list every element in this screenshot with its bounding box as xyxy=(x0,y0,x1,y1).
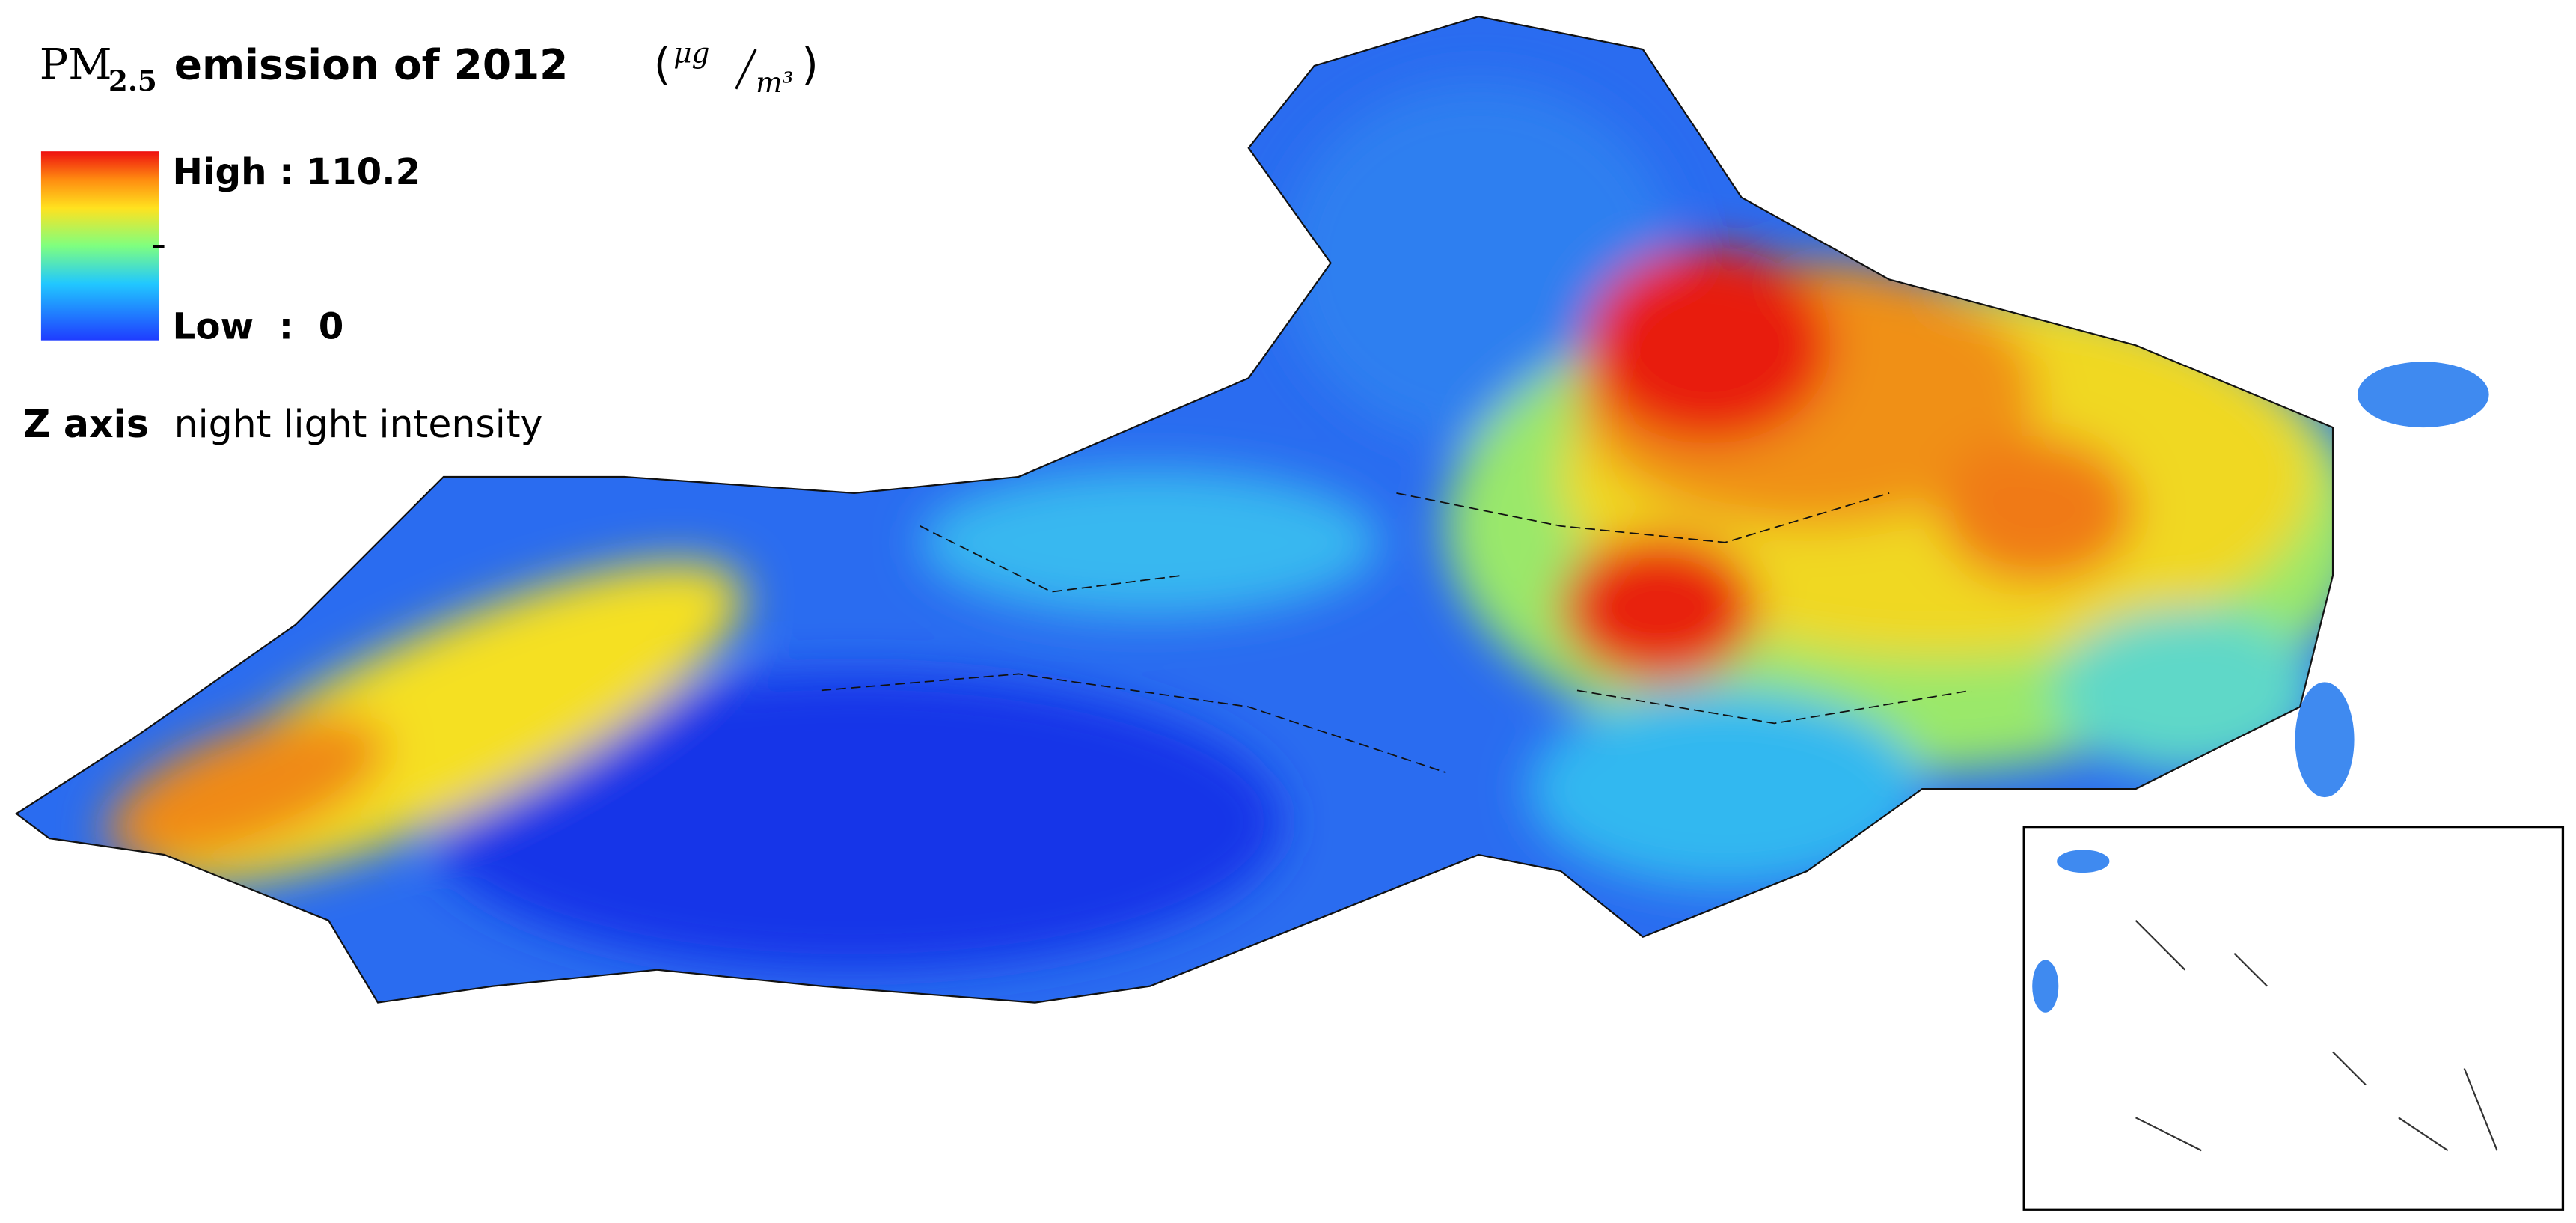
inset-taiwan xyxy=(2032,960,2059,1013)
legend-high: High : 110.2 xyxy=(173,151,421,193)
title-prefix: PM xyxy=(40,40,112,90)
taiwan xyxy=(2295,682,2355,798)
korea-edge xyxy=(2357,362,2489,428)
paren-open: ( xyxy=(654,40,670,90)
z-axis-text: night light intensity xyxy=(174,402,543,446)
inset-islands xyxy=(2135,920,2498,1152)
unit-slash xyxy=(735,49,757,90)
inset-hainan xyxy=(2057,850,2110,873)
legend-low: Low : 0 xyxy=(173,305,344,347)
title: PM 2.5 emission of 2012 μg m³ ( ) xyxy=(40,37,819,100)
z-axis-bold: Z axis xyxy=(23,402,149,446)
title-text: emission of 2012 xyxy=(174,41,569,89)
title-subscript: 2.5 xyxy=(108,64,157,97)
paren-close: ) xyxy=(802,40,819,90)
country-border xyxy=(15,15,2334,1004)
legend-colorbar xyxy=(40,151,159,341)
inset-frame xyxy=(2022,826,2565,1211)
unit-numerator: μg xyxy=(673,37,709,70)
unit-denominator: m³ xyxy=(756,66,793,99)
z-axis-note: Z axis night light intensity xyxy=(23,402,543,446)
province-borders xyxy=(821,492,1972,774)
